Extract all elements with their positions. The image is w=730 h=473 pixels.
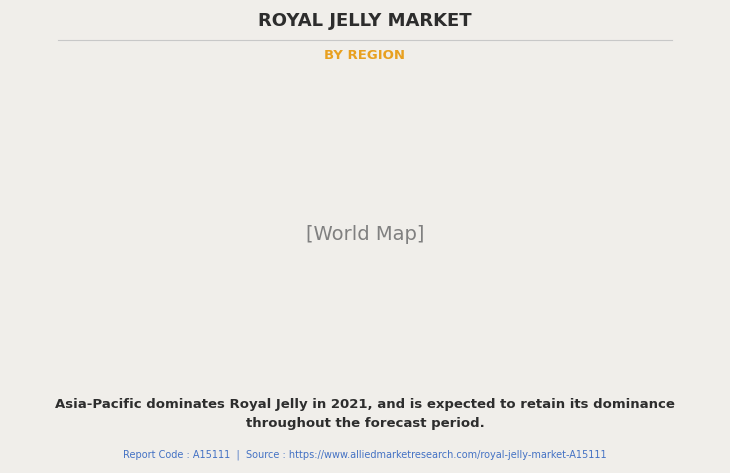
Text: Report Code : A15111  |  Source : https://www.alliedmarketresearch.com/royal-jel: Report Code : A15111 | Source : https://… [123,450,607,460]
Text: [World Map]: [World Map] [306,225,424,244]
Text: Asia-Pacific dominates Royal Jelly in 2021, and is expected to retain its domina: Asia-Pacific dominates Royal Jelly in 20… [55,398,675,430]
Text: ROYAL JELLY MARKET: ROYAL JELLY MARKET [258,12,472,30]
Text: BY REGION: BY REGION [325,49,405,62]
